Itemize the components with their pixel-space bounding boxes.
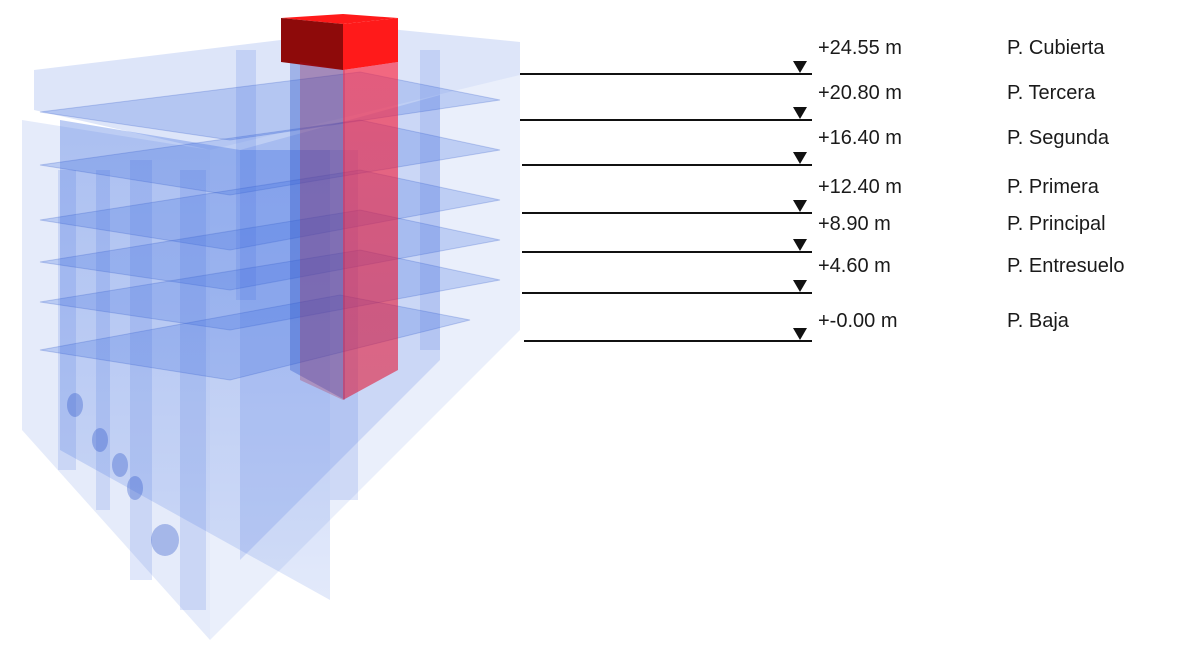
level-elevation: +8.90 m <box>818 213 891 235</box>
level-floor-name: P. Segunda <box>1007 127 1109 149</box>
level-marker-icon <box>793 200 807 212</box>
stair-shaft <box>290 55 345 400</box>
level-floor-name: P. Entresuelo <box>1007 255 1125 277</box>
level-marker-icon <box>793 328 807 340</box>
core-top <box>281 14 398 24</box>
level-marker-icon <box>793 61 807 73</box>
level-floor-name: P. Primera <box>1007 176 1099 198</box>
level-elevation: +4.60 m <box>818 255 891 277</box>
level-marker-icon <box>793 152 807 164</box>
level-floor-name: P. Baja <box>1007 310 1069 332</box>
level-lines <box>520 61 812 342</box>
arch <box>112 453 128 477</box>
column <box>236 50 256 300</box>
level-floor-name: P. Cubierta <box>1007 37 1105 59</box>
arch <box>151 524 179 556</box>
building-top-face <box>34 28 520 150</box>
building-columns <box>58 50 440 610</box>
arch <box>92 428 108 452</box>
building-inner-volume <box>60 120 330 600</box>
core-shaft-front <box>343 62 398 400</box>
building-volume <box>22 28 520 640</box>
arch <box>127 476 143 500</box>
level-floor-name: P. Tercera <box>1007 82 1096 104</box>
level-elevation: +24.55 m <box>818 37 902 59</box>
column <box>420 50 440 350</box>
level-elevation: +16.40 m <box>818 127 902 149</box>
level-floor-name: P. Principal <box>1007 213 1106 235</box>
column <box>96 170 110 510</box>
column <box>180 170 206 610</box>
base-arches <box>67 393 179 556</box>
core-cap-right <box>343 18 398 70</box>
arch <box>67 393 83 417</box>
core-cap-left <box>281 18 343 70</box>
level-marker-icon <box>793 239 807 251</box>
level-marker-icon <box>793 107 807 119</box>
level-elevation: +20.80 m <box>818 82 902 104</box>
column <box>58 170 76 470</box>
level-elevation: +12.40 m <box>818 176 902 198</box>
core-shaft-side <box>300 62 343 400</box>
elevator-core <box>281 14 398 400</box>
level-elevation: +-0.00 m <box>818 310 898 332</box>
column <box>130 160 152 580</box>
level-marker-icon <box>793 280 807 292</box>
